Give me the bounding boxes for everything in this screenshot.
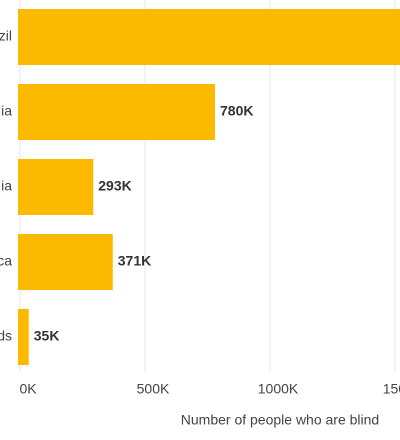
- x-tick-label: 0K: [19, 381, 37, 397]
- value-label: 293K: [98, 178, 131, 194]
- y-tick-label: zil: [0, 28, 12, 44]
- x-axis-label: Number of people who are blind: [181, 412, 379, 428]
- y-tick-label: ia: [1, 178, 12, 194]
- bar: [18, 234, 113, 290]
- value-label: 35K: [34, 328, 60, 344]
- y-tick-label: ca: [0, 253, 12, 269]
- x-tick-label: 1500K: [383, 381, 400, 397]
- value-label: 371K: [118, 253, 151, 269]
- bars: [18, 9, 400, 365]
- y-tick-label: ia: [1, 103, 12, 119]
- x-tick-label: 1000K: [258, 381, 299, 397]
- bar: [18, 9, 400, 65]
- bar: [18, 159, 94, 215]
- bar: [18, 84, 215, 140]
- value-label: 780K: [220, 103, 253, 119]
- y-tick-label: ds: [0, 328, 12, 344]
- x-tick-label: 500K: [137, 381, 170, 397]
- bar: [18, 309, 29, 365]
